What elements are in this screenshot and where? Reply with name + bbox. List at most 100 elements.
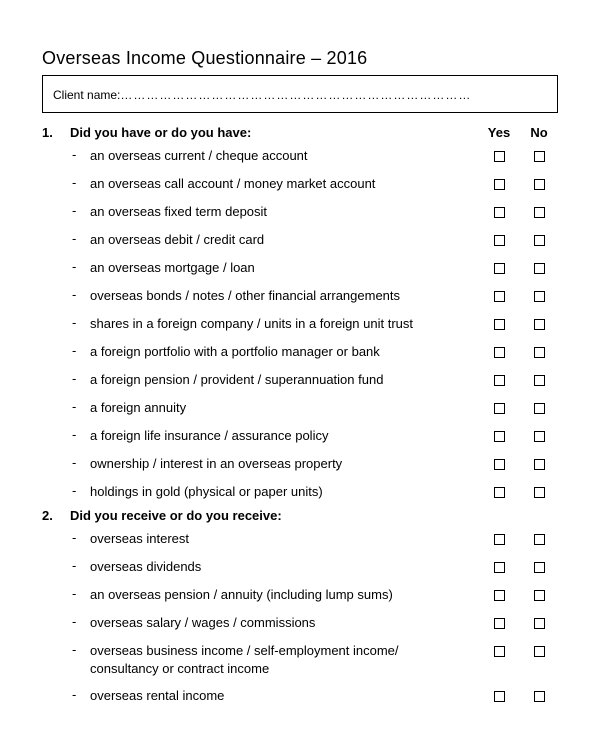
checkbox-yes[interactable] — [494, 319, 505, 330]
item-label: overseas interest — [90, 530, 478, 548]
item-label: an overseas call account / money market … — [90, 175, 478, 193]
checkbox-no[interactable] — [534, 403, 545, 414]
checkbox-no[interactable] — [534, 207, 545, 218]
no-cell — [520, 687, 558, 705]
checkbox-no[interactable] — [534, 375, 545, 386]
client-name-line[interactable]: ……………………………………………………………………… — [120, 88, 471, 102]
item-label: a foreign pension / provident / superann… — [90, 371, 478, 389]
item-label: overseas rental income — [90, 687, 478, 705]
no-cell — [520, 343, 558, 361]
bullet-dash: - — [70, 399, 90, 414]
checkbox-yes[interactable] — [494, 347, 505, 358]
no-cell — [520, 231, 558, 249]
client-name-box: Client name:……………………………………………………………………… — [42, 76, 558, 113]
checkbox-yes[interactable] — [494, 691, 505, 702]
page-title: Overseas Income Questionnaire – 2016 — [42, 48, 558, 69]
item-label: overseas dividends — [90, 558, 478, 576]
checkbox-yes[interactable] — [494, 459, 505, 470]
checkbox-yes[interactable] — [494, 151, 505, 162]
item-label: holdings in gold (physical or paper unit… — [90, 483, 478, 501]
column-header-no: No — [520, 125, 558, 140]
bullet-dash: - — [70, 147, 90, 162]
checkbox-yes[interactable] — [494, 403, 505, 414]
checkbox-yes[interactable] — [494, 562, 505, 573]
checkbox-no[interactable] — [534, 179, 545, 190]
list-item: -overseas rental income — [42, 682, 558, 710]
yes-cell — [478, 558, 520, 576]
bullet-dash: - — [70, 203, 90, 218]
checkbox-yes[interactable] — [494, 431, 505, 442]
checkbox-yes[interactable] — [494, 375, 505, 386]
list-item: -ownership / interest in an overseas pro… — [42, 450, 558, 478]
list-item: -overseas business income / self-employm… — [42, 637, 558, 682]
checkbox-no[interactable] — [534, 562, 545, 573]
yes-cell — [478, 614, 520, 632]
list-item: -holdings in gold (physical or paper uni… — [42, 478, 558, 506]
checkbox-yes[interactable] — [494, 646, 505, 657]
yes-cell — [478, 455, 520, 473]
checkbox-no[interactable] — [534, 487, 545, 498]
checkbox-yes[interactable] — [494, 263, 505, 274]
yes-cell — [478, 586, 520, 604]
questionnaire-body: 1.Did you have or do you have:YesNo-an o… — [42, 121, 558, 710]
item-label: an overseas pension / annuity (including… — [90, 586, 478, 604]
checkbox-no[interactable] — [534, 534, 545, 545]
checkbox-no[interactable] — [534, 431, 545, 442]
item-label: an overseas mortgage / loan — [90, 259, 478, 277]
bullet-dash: - — [70, 586, 90, 601]
no-cell — [520, 287, 558, 305]
checkbox-no[interactable] — [534, 319, 545, 330]
list-item: -an overseas pension / annuity (includin… — [42, 581, 558, 609]
bullet-dash: - — [70, 427, 90, 442]
checkbox-yes[interactable] — [494, 235, 505, 246]
yes-cell — [478, 530, 520, 548]
checkbox-no[interactable] — [534, 263, 545, 274]
client-name-label: Client name: — [53, 88, 120, 102]
item-label: an overseas debit / credit card — [90, 231, 478, 249]
list-item: -an overseas fixed term deposit — [42, 198, 558, 226]
checkbox-no[interactable] — [534, 618, 545, 629]
no-cell — [520, 427, 558, 445]
checkbox-no[interactable] — [534, 459, 545, 470]
checkbox-no[interactable] — [534, 151, 545, 162]
checkbox-no[interactable] — [534, 646, 545, 657]
checkbox-no[interactable] — [534, 590, 545, 601]
yes-cell — [478, 231, 520, 249]
checkbox-yes[interactable] — [494, 534, 505, 545]
yes-cell — [478, 687, 520, 705]
list-item: -a foreign pension / provident / superan… — [42, 366, 558, 394]
list-item: -overseas dividends — [42, 553, 558, 581]
no-cell — [520, 259, 558, 277]
section-header: 1.Did you have or do you have:YesNo — [42, 121, 558, 142]
bullet-dash: - — [70, 614, 90, 629]
yes-cell — [478, 399, 520, 417]
checkbox-no[interactable] — [534, 235, 545, 246]
no-cell — [520, 530, 558, 548]
checkbox-no[interactable] — [534, 691, 545, 702]
item-label: an overseas fixed term deposit — [90, 203, 478, 221]
section-header: 2.Did you receive or do you receive: — [42, 506, 558, 525]
question-number: 1. — [42, 125, 70, 140]
list-item: -overseas interest — [42, 525, 558, 553]
checkbox-yes[interactable] — [494, 487, 505, 498]
item-label: a foreign annuity — [90, 399, 478, 417]
item-label: overseas salary / wages / commissions — [90, 614, 478, 632]
no-cell — [520, 614, 558, 632]
question-number: 2. — [42, 508, 70, 523]
no-cell — [520, 315, 558, 333]
bullet-dash: - — [70, 558, 90, 573]
checkbox-yes[interactable] — [494, 618, 505, 629]
checkbox-yes[interactable] — [494, 291, 505, 302]
bullet-dash: - — [70, 530, 90, 545]
yes-cell — [478, 147, 520, 165]
list-item: -overseas salary / wages / commissions — [42, 609, 558, 637]
yes-cell — [478, 427, 520, 445]
checkbox-yes[interactable] — [494, 590, 505, 601]
checkbox-no[interactable] — [534, 347, 545, 358]
checkbox-no[interactable] — [534, 291, 545, 302]
yes-cell — [478, 287, 520, 305]
no-cell — [520, 371, 558, 389]
checkbox-yes[interactable] — [494, 179, 505, 190]
no-cell — [520, 558, 558, 576]
checkbox-yes[interactable] — [494, 207, 505, 218]
